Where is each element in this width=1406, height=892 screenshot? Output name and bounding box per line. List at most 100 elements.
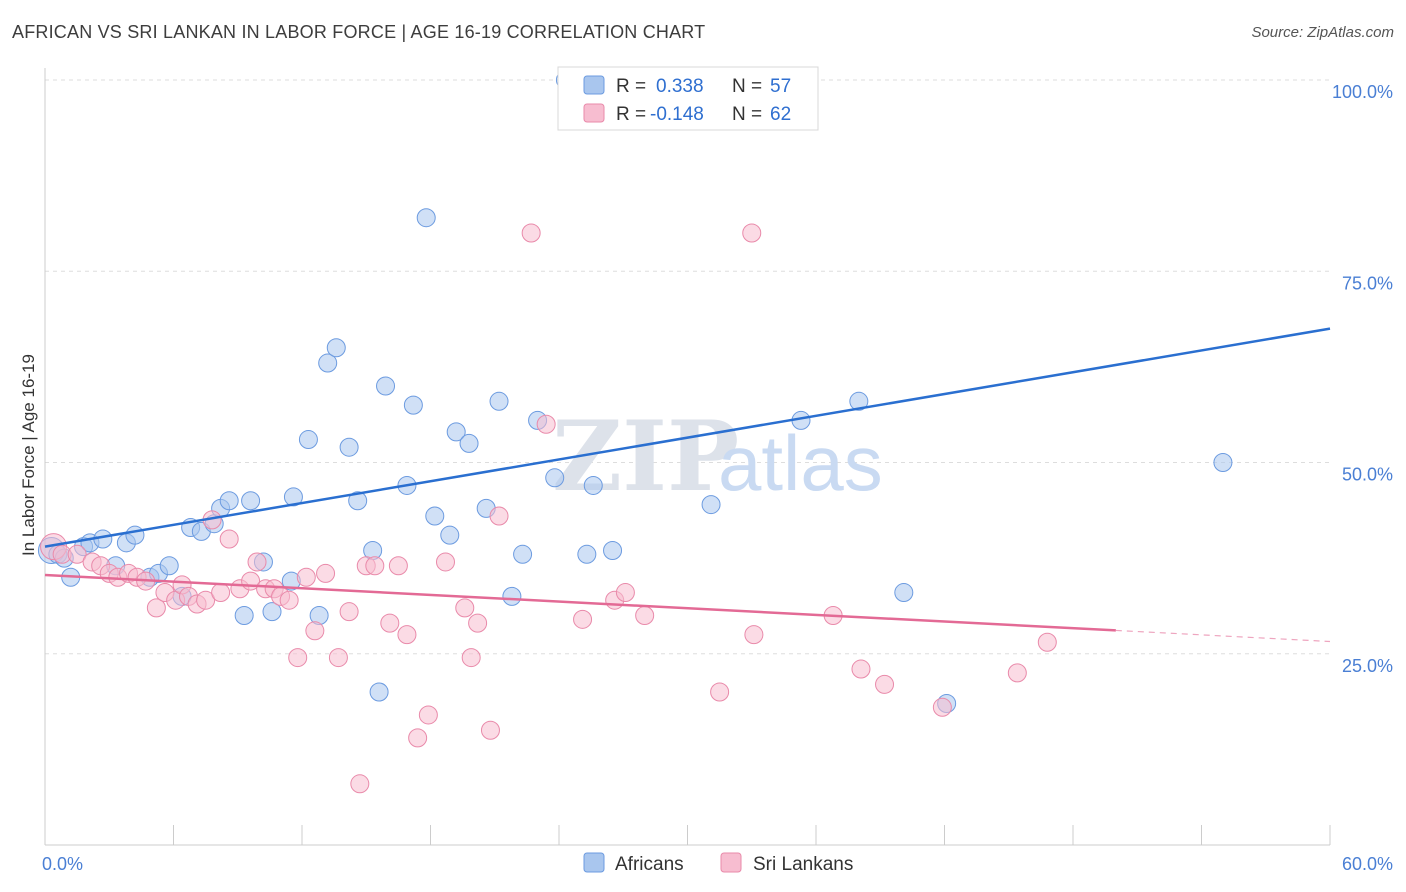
- african-point-12: [159, 556, 179, 576]
- srilankan-point-16: [196, 590, 216, 610]
- legend-r-value-africans: 0.338: [656, 76, 704, 97]
- bottom-legend-africans: Africans: [615, 854, 684, 875]
- srilankan-point-31: [328, 648, 348, 668]
- srilankan-point-52: [635, 606, 655, 625]
- african-point-37: [425, 506, 445, 526]
- african-point-33: [376, 376, 396, 396]
- african-point-22: [262, 602, 282, 622]
- african-point-24: [283, 487, 303, 507]
- african-point-19: [234, 606, 254, 625]
- legend-box: R = 0.338 N = 57 R = -0.148 N = 62: [557, 66, 819, 131]
- african-point-46: [545, 468, 565, 488]
- srilankan-point-45: [480, 720, 500, 740]
- african-point-38: [440, 525, 460, 545]
- srilankan-point-10: [146, 598, 166, 618]
- srilankan-point-51: [615, 583, 635, 603]
- srilankan-point-59: [932, 697, 952, 717]
- bottom-legend-swatch-africans: [583, 852, 605, 873]
- srilankan-point-48: [536, 414, 556, 434]
- srilankan-point-39: [408, 728, 428, 748]
- african-point-44: [513, 544, 533, 564]
- srilankan-point-41: [435, 552, 455, 572]
- srilankan-point-44: [468, 613, 488, 633]
- srilankan-point-38: [397, 625, 417, 645]
- bottom-legend-swatch-srilankans: [720, 852, 742, 873]
- african-point-32: [369, 682, 389, 702]
- african-point-42: [489, 391, 509, 411]
- tick-labels: 25.0% 50.0% 75.0% 100.0% 0.0% 60.0%: [42, 82, 1393, 874]
- srilankan-point-28: [296, 567, 316, 587]
- legend-r-value-srilankans: -0.148: [650, 104, 704, 125]
- watermark: ZIP atlas: [552, 400, 883, 513]
- x-tick-label-1: 60.0%: [1342, 854, 1393, 874]
- african-point-30: [348, 491, 368, 511]
- srilankan-point-29: [305, 621, 325, 641]
- x-tick-label-0: 0.0%: [42, 854, 83, 874]
- srilankan-point-43: [461, 648, 481, 668]
- srilankan-point-40: [418, 705, 438, 725]
- srilankan-point-42: [455, 598, 475, 618]
- african-point-39: [446, 422, 466, 442]
- africans-points: [37, 70, 1233, 713]
- srilankan-point-18: [211, 583, 231, 603]
- legend-swatch-africans: [583, 75, 605, 95]
- srilankan-point-19: [219, 529, 239, 549]
- srilankan-point-35: [365, 556, 385, 576]
- african-point-50: [603, 540, 623, 560]
- y-axis-label: In Labor Force | Age 16-19: [19, 354, 38, 556]
- srilankan-point-32: [339, 602, 359, 622]
- african-point-20: [241, 491, 261, 511]
- african-point-25: [298, 430, 318, 450]
- srilankan-point-49: [573, 609, 593, 629]
- source-credit: Source: ZipAtlas.com: [1251, 24, 1394, 41]
- srilankan-point-47: [521, 223, 541, 243]
- legend-n-label-africans: N =: [732, 76, 762, 97]
- srilankan-point-61: [1037, 632, 1057, 652]
- trendline-extension-1: [1115, 629, 1331, 643]
- legend-swatch-srilankans: [583, 103, 605, 123]
- african-point-9: [125, 525, 145, 545]
- african-point-48: [577, 544, 597, 564]
- african-point-18: [219, 491, 239, 511]
- trendline-0: [44, 327, 1331, 548]
- srilankan-point-58: [875, 674, 895, 694]
- legend-n-value-srilankans: 62: [770, 104, 791, 125]
- african-point-28: [326, 338, 346, 358]
- legend-r-label-africans: R =: [616, 76, 646, 97]
- srilankan-point-22: [247, 552, 267, 572]
- legend-n-value-africans: 57: [770, 76, 791, 97]
- african-point-27: [318, 353, 338, 373]
- chart-title: AFRICAN VS SRI LANKAN IN LABOR FORCE | A…: [12, 22, 706, 42]
- african-point-29: [339, 437, 359, 457]
- srilankan-point-46: [489, 506, 509, 526]
- trend-lines: [44, 327, 1331, 643]
- african-point-40: [459, 433, 479, 453]
- srilankan-point-57: [851, 659, 871, 679]
- srilankan-point-30: [316, 563, 336, 583]
- watermark-atlas: atlas: [718, 419, 883, 507]
- african-point-57: [1213, 453, 1233, 472]
- srilankan-point-33: [350, 774, 370, 794]
- srilankan-point-54: [742, 223, 762, 243]
- y-tick-label-2: 75.0%: [1342, 273, 1393, 293]
- african-point-36: [416, 208, 436, 228]
- srilankans-points: [40, 223, 1057, 794]
- srilankan-point-55: [744, 625, 764, 645]
- srilankan-point-26: [279, 590, 299, 610]
- y-tick-label-0: 25.0%: [1342, 656, 1393, 676]
- bottom-legend-srilankans: Sri Lankans: [753, 854, 853, 875]
- african-point-43: [502, 586, 522, 606]
- srilankan-point-2: [67, 544, 87, 564]
- axes: [44, 68, 1331, 846]
- african-point-55: [894, 583, 914, 603]
- srilankan-point-27: [288, 648, 308, 668]
- trendline-1: [44, 573, 1116, 632]
- grid-lines: [45, 79, 1330, 655]
- srilankan-point-60: [1007, 663, 1027, 683]
- legend-n-label-srilankans: N =: [732, 104, 762, 125]
- african-point-35: [403, 395, 423, 415]
- african-point-54: [849, 391, 869, 411]
- bottom-legend: Africans Sri Lankans: [583, 852, 853, 875]
- african-point-49: [583, 475, 603, 495]
